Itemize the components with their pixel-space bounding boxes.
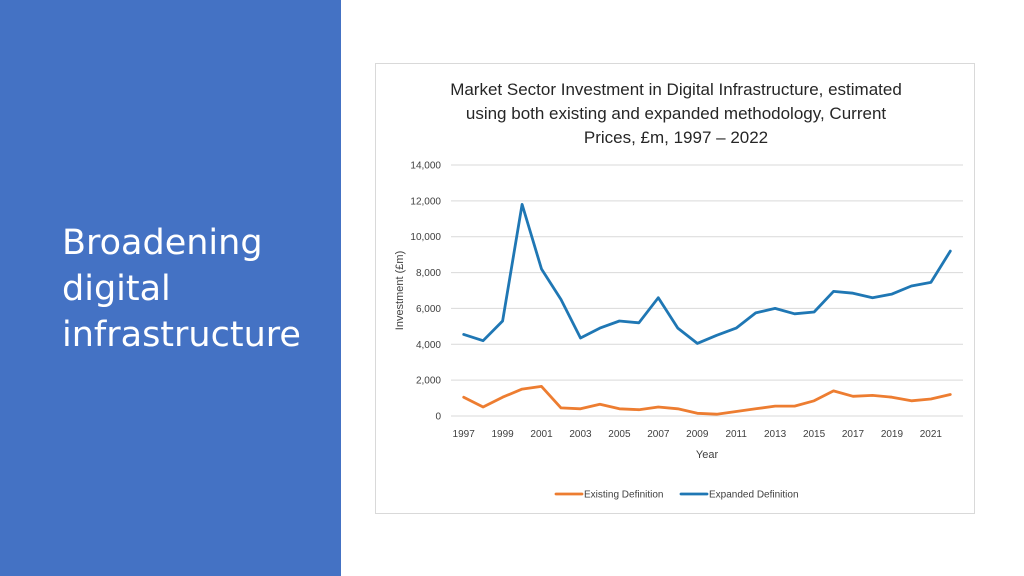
left-panel: Broadening digital infrastructure — [0, 0, 341, 576]
x-tick-label: 2003 — [569, 429, 592, 440]
chart-title: Market Sector Investment in Digital Infr… — [436, 78, 916, 150]
x-tick-label: 2019 — [881, 429, 904, 440]
x-tick-label: 2007 — [647, 429, 670, 440]
chart-container: Market Sector Investment in Digital Infr… — [375, 63, 975, 514]
line-chart: 0 2,000 4,000 6,000 8,000 10,000 12,000 14,000 1… — [394, 161, 963, 501]
slide-title-line-3: infrastructure — [62, 315, 301, 355]
chart-title-line-3: Prices, £m, 1997 – 2022 — [583, 128, 769, 147]
slide-title-line-2: digital — [62, 269, 171, 309]
x-tick-label: 2021 — [920, 429, 943, 440]
slide-title: Broadening digital infrastructure — [62, 220, 332, 358]
x-tick-label: 2015 — [803, 429, 826, 440]
y-tick-label: 0 — [435, 412, 441, 423]
series-line-existing-definition — [462, 384, 952, 416]
x-tick-label: 2009 — [686, 429, 709, 440]
legend-entry: Existing Definition — [584, 490, 663, 501]
y-tick-label: 4,000 — [416, 340, 441, 351]
y-tick-label: 12,000 — [410, 196, 441, 207]
y-tick-label: 8,000 — [416, 268, 441, 279]
chart-title-line-2: using both existing and expanded methodo… — [465, 104, 887, 123]
x-tick-label: 2011 — [725, 429, 747, 440]
x-tick-label: 1999 — [491, 429, 514, 440]
x-axis-label: Year — [696, 449, 719, 461]
chart-title-line-1: Market Sector Investment in Digital Infr… — [450, 80, 902, 99]
series-line-expanded-definition — [462, 202, 952, 345]
x-tick-label: 2017 — [842, 429, 865, 440]
y-tick-label: 10,000 — [410, 232, 441, 243]
y-tick-label: 6,000 — [416, 304, 441, 315]
x-tick-label: 2001 — [530, 429, 553, 440]
x-tick-label: 1997 — [453, 429, 476, 440]
x-tick-label: 2005 — [608, 429, 631, 440]
slide-title-line-1: Broadening — [62, 223, 263, 263]
legend-entry: Expanded Definition — [709, 490, 799, 501]
x-tick-label: 2013 — [764, 429, 787, 440]
y-tick-label: 2,000 — [416, 376, 441, 387]
y-tick-label: 14,000 — [410, 161, 441, 172]
y-axis-label: Investment (£m) — [394, 251, 406, 330]
